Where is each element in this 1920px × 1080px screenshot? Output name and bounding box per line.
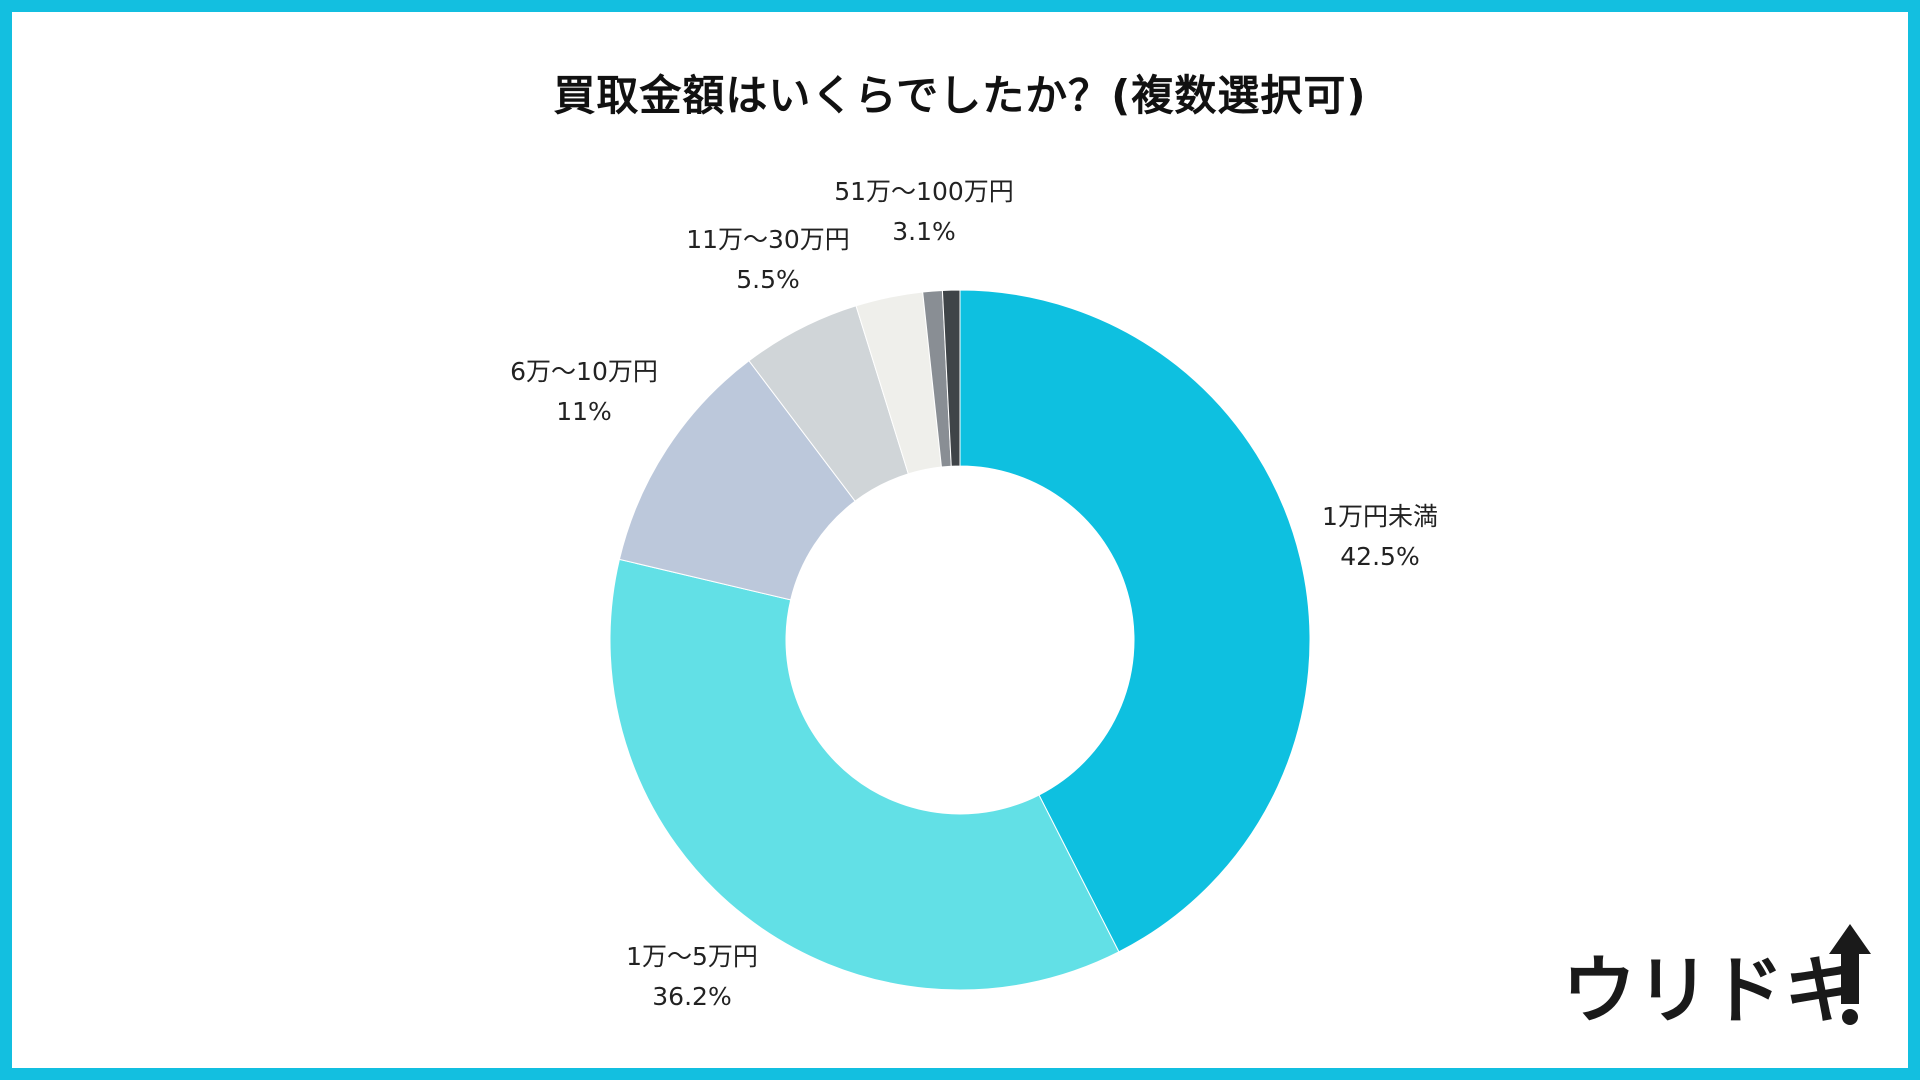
uridoki-logo: ウリドキ bbox=[1562, 924, 1871, 1030]
slice-category-label: 1万円未満 bbox=[1322, 502, 1438, 531]
donut-slice bbox=[609, 558, 1120, 991]
logo-text: ウリドキ bbox=[1562, 948, 1858, 1030]
slice-category-label: 6万〜10万円 bbox=[510, 357, 658, 386]
donut-slices bbox=[609, 289, 1311, 991]
slice-value-label: 11% bbox=[556, 397, 612, 426]
slice-category-label: 51万〜100万円 bbox=[834, 177, 1014, 206]
logo-arrow-icon bbox=[1829, 924, 1871, 1025]
donut-slice bbox=[959, 289, 1311, 953]
slice-value-label: 36.2% bbox=[652, 982, 731, 1011]
slice-value-label: 42.5% bbox=[1340, 542, 1419, 571]
chart-title: 買取金額はいくらでしたか？(複数選択可) bbox=[553, 71, 1367, 120]
slice-labels: 1万円未満 42.5% 1万〜5万円 36.2% 6万〜10万円 11% 11万〜30万円 5… bbox=[510, 177, 1438, 1011]
slice-category-label: 11万〜30万円 bbox=[686, 225, 850, 254]
donut-slice bbox=[618, 360, 856, 601]
slice-value-label: 5.5% bbox=[736, 265, 800, 294]
donut-slice bbox=[941, 289, 961, 467]
slice-value-label: 3.1% bbox=[892, 217, 956, 246]
slice-category-label: 1万〜5万円 bbox=[626, 942, 758, 971]
